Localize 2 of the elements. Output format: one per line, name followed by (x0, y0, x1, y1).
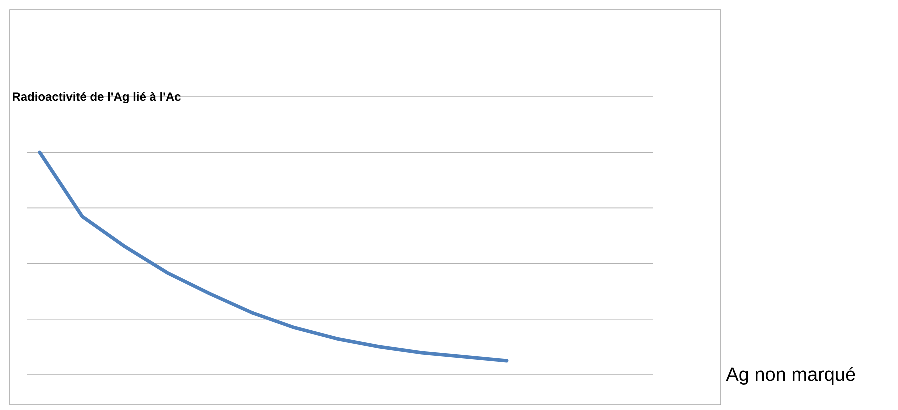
chart-title: Radioactivité de l'Ag lié à l'Ac (13, 92, 181, 104)
text: Ag non marqué (726, 367, 856, 385)
